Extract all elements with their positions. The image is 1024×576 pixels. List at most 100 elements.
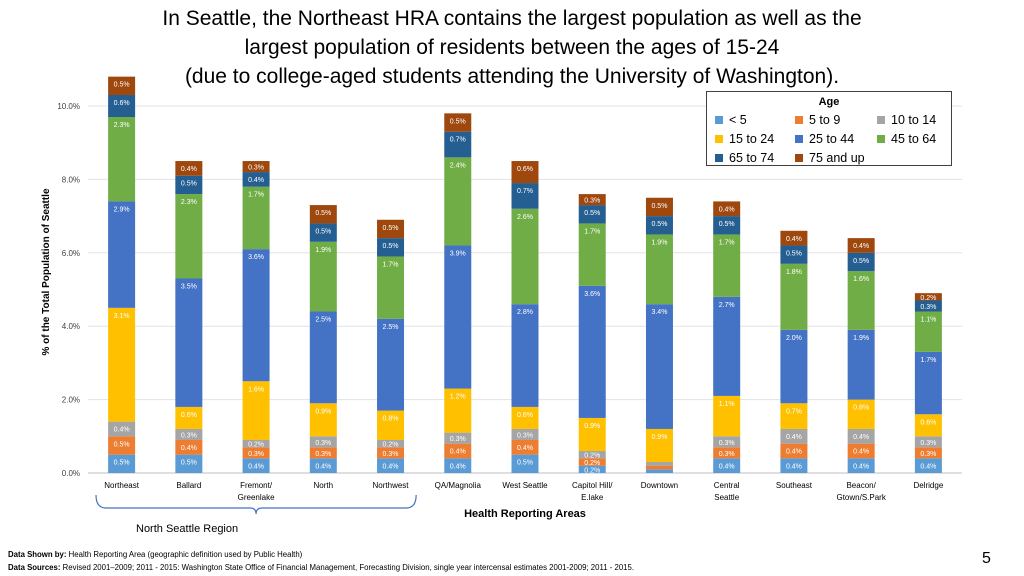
bar-segment bbox=[108, 76, 136, 95]
data-label: 2.0% bbox=[786, 335, 802, 342]
x-tick-label: Ballard bbox=[176, 481, 201, 490]
legend-item-10-to-14: 10 to 14 bbox=[877, 113, 936, 127]
data-label: 0.4% bbox=[786, 449, 802, 456]
bar-segment bbox=[511, 454, 539, 473]
bar-segment bbox=[780, 329, 808, 404]
bar-segment bbox=[309, 436, 337, 448]
bar-segment bbox=[780, 403, 808, 429]
bar-segment bbox=[309, 311, 337, 404]
bar-segment bbox=[713, 201, 741, 217]
data-label: 0.5% bbox=[651, 221, 667, 228]
data-label: 0.6% bbox=[517, 412, 533, 419]
bar-segment bbox=[645, 469, 673, 473]
x-tick-label: Capitol Hill/ bbox=[572, 481, 613, 490]
bar-segment bbox=[108, 201, 136, 308]
data-label: 0.3% bbox=[920, 440, 936, 447]
data-label: 0.5% bbox=[181, 181, 197, 188]
data-label: 0.4% bbox=[786, 434, 802, 441]
data-label: 2.5% bbox=[315, 317, 331, 324]
legend-swatch bbox=[877, 134, 885, 143]
legend-title: Age bbox=[818, 96, 840, 108]
data-label: 3.4% bbox=[651, 309, 667, 316]
data-label: 3.9% bbox=[450, 250, 466, 257]
data-label: 0.9% bbox=[584, 423, 600, 430]
data-label: 0.4% bbox=[114, 427, 130, 434]
data-label: 0.3% bbox=[315, 440, 331, 447]
data-label: 0.2% bbox=[584, 453, 600, 460]
data-label: 0.4% bbox=[719, 463, 735, 470]
data-label: 2.7% bbox=[719, 302, 735, 309]
x-tick-label: Central bbox=[714, 481, 740, 490]
y-axis-title: % of the Total Population of Seattle bbox=[41, 188, 52, 355]
bar-segment bbox=[578, 450, 606, 459]
bar-segment bbox=[444, 388, 472, 433]
data-label: 0.4% bbox=[786, 463, 802, 470]
x-tick-label: West Seattle bbox=[502, 481, 548, 490]
bar-segment bbox=[578, 205, 606, 224]
bar-segment bbox=[713, 296, 741, 396]
bar-segment bbox=[847, 443, 875, 459]
data-label: 0.7% bbox=[517, 188, 533, 195]
bar-segment bbox=[578, 285, 606, 418]
legend-swatch bbox=[795, 134, 803, 143]
data-label: 0.4% bbox=[853, 243, 869, 250]
data-label: 0.6% bbox=[114, 100, 130, 107]
bar-segment bbox=[444, 131, 472, 158]
data-label: 0.4% bbox=[181, 445, 197, 452]
bar-segment bbox=[175, 406, 203, 429]
data-label: 0.4% bbox=[450, 463, 466, 470]
bar-segment bbox=[578, 465, 606, 473]
bar-segment bbox=[713, 395, 741, 437]
data-label: 0.9% bbox=[651, 434, 667, 441]
data-label: 0.4% bbox=[853, 449, 869, 456]
data-label: 0.4% bbox=[853, 463, 869, 470]
title-line-3: (due to college-aged students attending … bbox=[184, 65, 840, 88]
bar-segment bbox=[847, 399, 875, 429]
data-label: 0.4% bbox=[248, 177, 264, 184]
legend-swatch bbox=[715, 115, 723, 124]
data-label: 1.9% bbox=[651, 239, 667, 246]
page-number: 5 bbox=[982, 550, 991, 567]
data-label: 3.6% bbox=[584, 291, 600, 298]
bar-segment bbox=[444, 432, 472, 444]
data-label: 1.2% bbox=[450, 394, 466, 401]
data-label: 0.3% bbox=[719, 451, 735, 458]
bar-segment bbox=[309, 403, 337, 437]
data-label: 1.7% bbox=[383, 261, 399, 268]
title-line-1: In Seattle, the Northeast HRA contains t… bbox=[162, 7, 862, 30]
data-label: 2.5% bbox=[383, 324, 399, 331]
bar-segment bbox=[377, 410, 405, 440]
y-tick-label: 0.0% bbox=[62, 469, 80, 478]
data-label: 1.1% bbox=[920, 317, 936, 324]
bar-segment bbox=[847, 252, 875, 272]
bar-segment bbox=[444, 443, 472, 459]
legend-item-25-to-44: 25 to 44 bbox=[795, 132, 854, 146]
bar-segment bbox=[377, 238, 405, 257]
data-label: 0.3% bbox=[719, 440, 735, 447]
data-label: 0.9% bbox=[315, 408, 331, 415]
data-label: 2.3% bbox=[181, 199, 197, 206]
bar-segment bbox=[780, 263, 808, 330]
bar-segment bbox=[377, 458, 405, 473]
footer-data-sources: Data Sources: Revised 2001–2009; 2011 - … bbox=[8, 563, 634, 572]
data-label: 0.6% bbox=[920, 419, 936, 426]
y-tick-label: 2.0% bbox=[62, 396, 80, 405]
legend-swatch bbox=[795, 153, 803, 162]
bar-segment bbox=[175, 175, 203, 195]
bar-segment bbox=[914, 311, 942, 352]
data-label: 0.4% bbox=[920, 463, 936, 470]
bar-segment bbox=[444, 113, 472, 132]
data-label: 3.5% bbox=[181, 283, 197, 290]
bar-segment bbox=[242, 172, 270, 187]
bar-segment bbox=[713, 436, 741, 448]
data-label: 0.3% bbox=[584, 198, 600, 205]
bar-segment bbox=[578, 458, 606, 466]
data-label: 2.8% bbox=[517, 309, 533, 316]
data-label: 2.4% bbox=[450, 162, 466, 169]
bar-segment bbox=[847, 271, 875, 330]
data-label: 0.3% bbox=[181, 432, 197, 439]
data-label: 1.7% bbox=[248, 192, 264, 199]
bar-segment bbox=[914, 447, 942, 459]
bar-segment bbox=[645, 461, 673, 466]
bar-segment bbox=[444, 245, 472, 389]
